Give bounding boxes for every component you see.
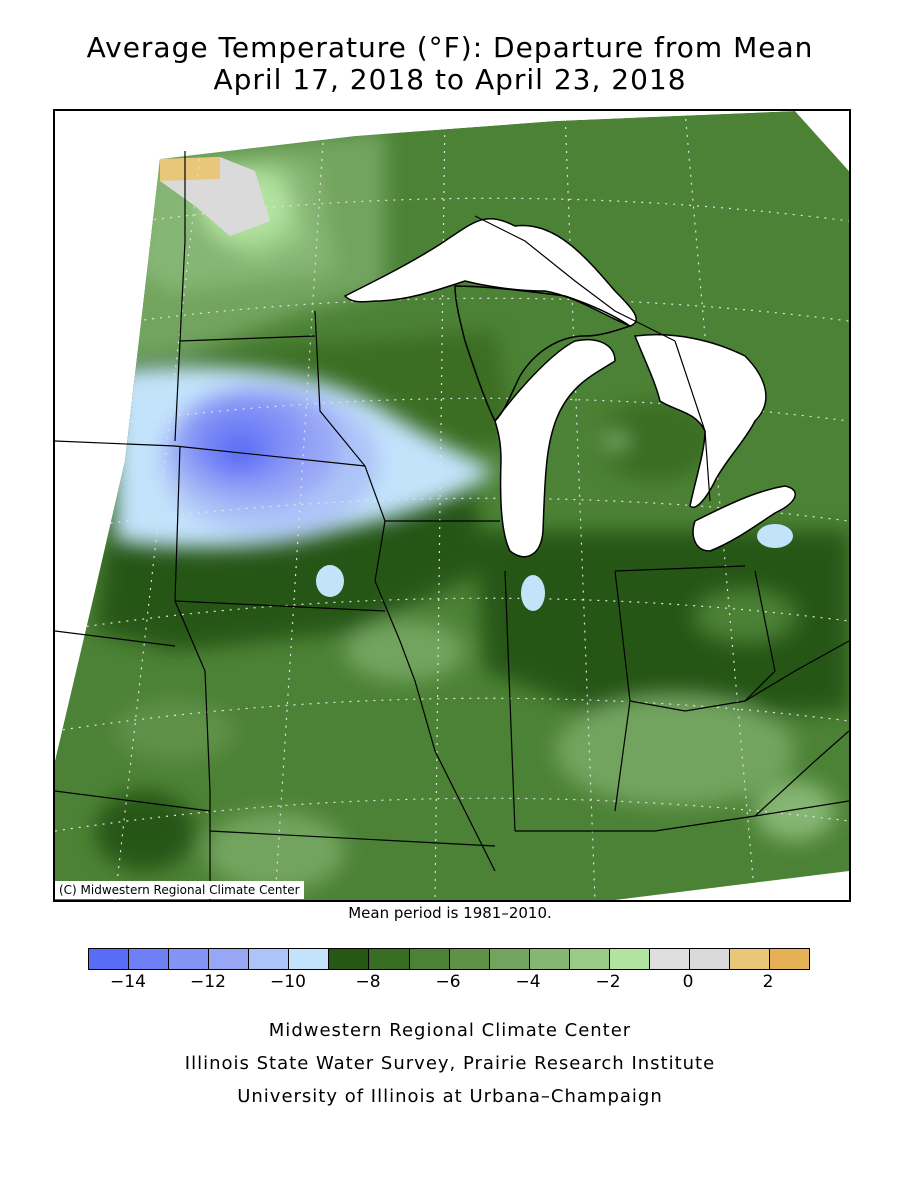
legend-tick-label: −10: [270, 972, 306, 992]
map-date-range: April 17, 2018 to April 23, 2018: [213, 63, 687, 96]
map-panel: (C) Midwestern Regional Climate Center: [53, 109, 851, 902]
footer-org: Midwestern Regional Climate Center: [268, 1020, 632, 1041]
temperature-departure-map: (C) Midwestern Regional Climate Center: [55, 111, 849, 900]
legend-swatch: [369, 949, 410, 969]
legend-swatch: [649, 949, 690, 969]
great-lakes-and-canada: [55, 111, 849, 558]
legend-swatch: [249, 949, 290, 969]
legend-swatch: [730, 949, 771, 969]
footer-university: University of Illinois at Urbana–Champai…: [237, 1086, 663, 1107]
copyright-text: (C) Midwestern Regional Climate Center: [55, 881, 304, 899]
legend-swatch: [569, 949, 610, 969]
legend-swatch: [129, 949, 170, 969]
legend-tick-label: −6: [435, 972, 461, 992]
map-title: Average Temperature (°F): Departure from…: [86, 31, 814, 64]
legend-tick-label: −8: [355, 972, 381, 992]
footer-survey: Illinois State Water Survey, Prairie Res…: [184, 1053, 716, 1074]
legend-swatch: [770, 949, 810, 969]
mean-period-note: Mean period is 1981–2010.: [348, 904, 552, 922]
legend-tick-labels: −14 −12 −10 −8 −6 −4 −2 0 2: [88, 972, 810, 996]
legend-swatch: [329, 949, 370, 969]
legend-swatch: [209, 949, 250, 969]
state-boundaries: [55, 151, 849, 900]
legend-swatch: [169, 949, 210, 969]
copyright-badge: (C) Midwestern Regional Climate Center: [55, 881, 304, 899]
legend-swatch: [409, 949, 450, 969]
legend-swatch: [289, 949, 330, 969]
legend-swatch: [89, 949, 130, 969]
legend-swatch: [449, 949, 490, 969]
legend-tick-label: 0: [682, 972, 694, 992]
legend-swatch: [689, 949, 730, 969]
legend-tick-label: −4: [515, 972, 541, 992]
color-legend: −14 −12 −10 −8 −6 −4 −2 0 2: [88, 948, 810, 1008]
legend-swatch: [609, 949, 650, 969]
legend-color-bar: [88, 948, 810, 970]
legend-tick-label: −14: [110, 972, 146, 992]
legend-tick-label: −12: [190, 972, 226, 992]
legend-tick-label: 2: [762, 972, 774, 992]
legend-swatch: [529, 949, 570, 969]
legend-swatch: [489, 949, 530, 969]
legend-tick-label: −2: [595, 972, 621, 992]
